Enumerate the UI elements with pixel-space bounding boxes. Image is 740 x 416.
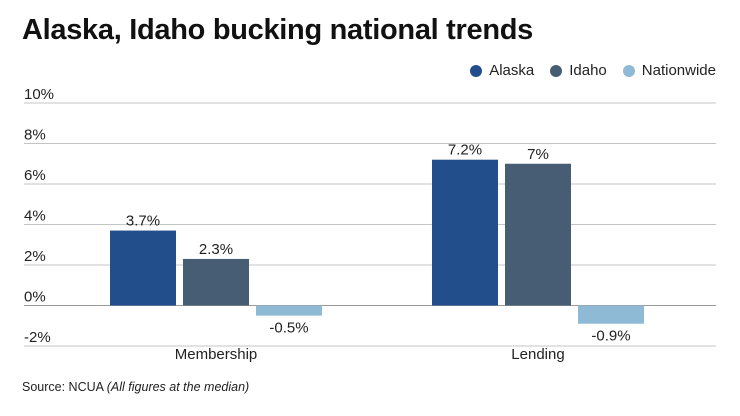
legend-swatch-idaho bbox=[550, 64, 563, 77]
data-label: 2.3% bbox=[199, 241, 233, 258]
bar-idaho-membership bbox=[183, 258, 249, 306]
legend: Alaska Idaho Nationwide bbox=[470, 62, 716, 79]
y-tick-label: 6% bbox=[24, 167, 46, 184]
y-tick-label: 8% bbox=[24, 127, 46, 144]
legend-item-idaho: Idaho bbox=[550, 62, 607, 79]
bar-nationwide-membership bbox=[256, 305, 322, 316]
y-tick-label: 4% bbox=[24, 208, 46, 225]
legend-label-nationwide: Nationwide bbox=[641, 62, 716, 79]
data-label: -0.5% bbox=[269, 320, 308, 337]
y-tick-label: 10% bbox=[24, 86, 54, 103]
source-label: Source: NCUA bbox=[22, 380, 104, 394]
data-label: 7% bbox=[527, 146, 549, 163]
legend-label-idaho: Idaho bbox=[569, 62, 607, 79]
y-tick-label: -2% bbox=[24, 329, 51, 346]
x-category-label: Membership bbox=[175, 346, 258, 363]
legend-item-alaska: Alaska bbox=[470, 62, 534, 79]
bar-nationwide-lending bbox=[578, 305, 644, 324]
legend-swatch-nationwide bbox=[622, 64, 635, 77]
bar-idaho-lending bbox=[505, 163, 571, 306]
source-line: Source: NCUA (All figures at the median) bbox=[22, 380, 249, 394]
bar-alaska-lending bbox=[432, 159, 498, 306]
y-tick-label: 0% bbox=[24, 289, 46, 306]
legend-item-nationwide: Nationwide bbox=[622, 62, 716, 79]
legend-label-alaska: Alaska bbox=[489, 62, 535, 79]
data-label: -0.9% bbox=[591, 328, 630, 345]
legend-swatch-alaska bbox=[470, 64, 483, 77]
chart-title: Alaska, Idaho bucking national trends bbox=[22, 14, 533, 46]
data-label: 3.7% bbox=[126, 213, 160, 230]
source-note: (All figures at the median) bbox=[106, 380, 250, 394]
data-label: 7.2% bbox=[448, 142, 482, 159]
y-tick-label: 2% bbox=[24, 248, 46, 265]
bar-alaska-membership bbox=[110, 230, 176, 306]
x-category-label: Lending bbox=[511, 346, 564, 363]
